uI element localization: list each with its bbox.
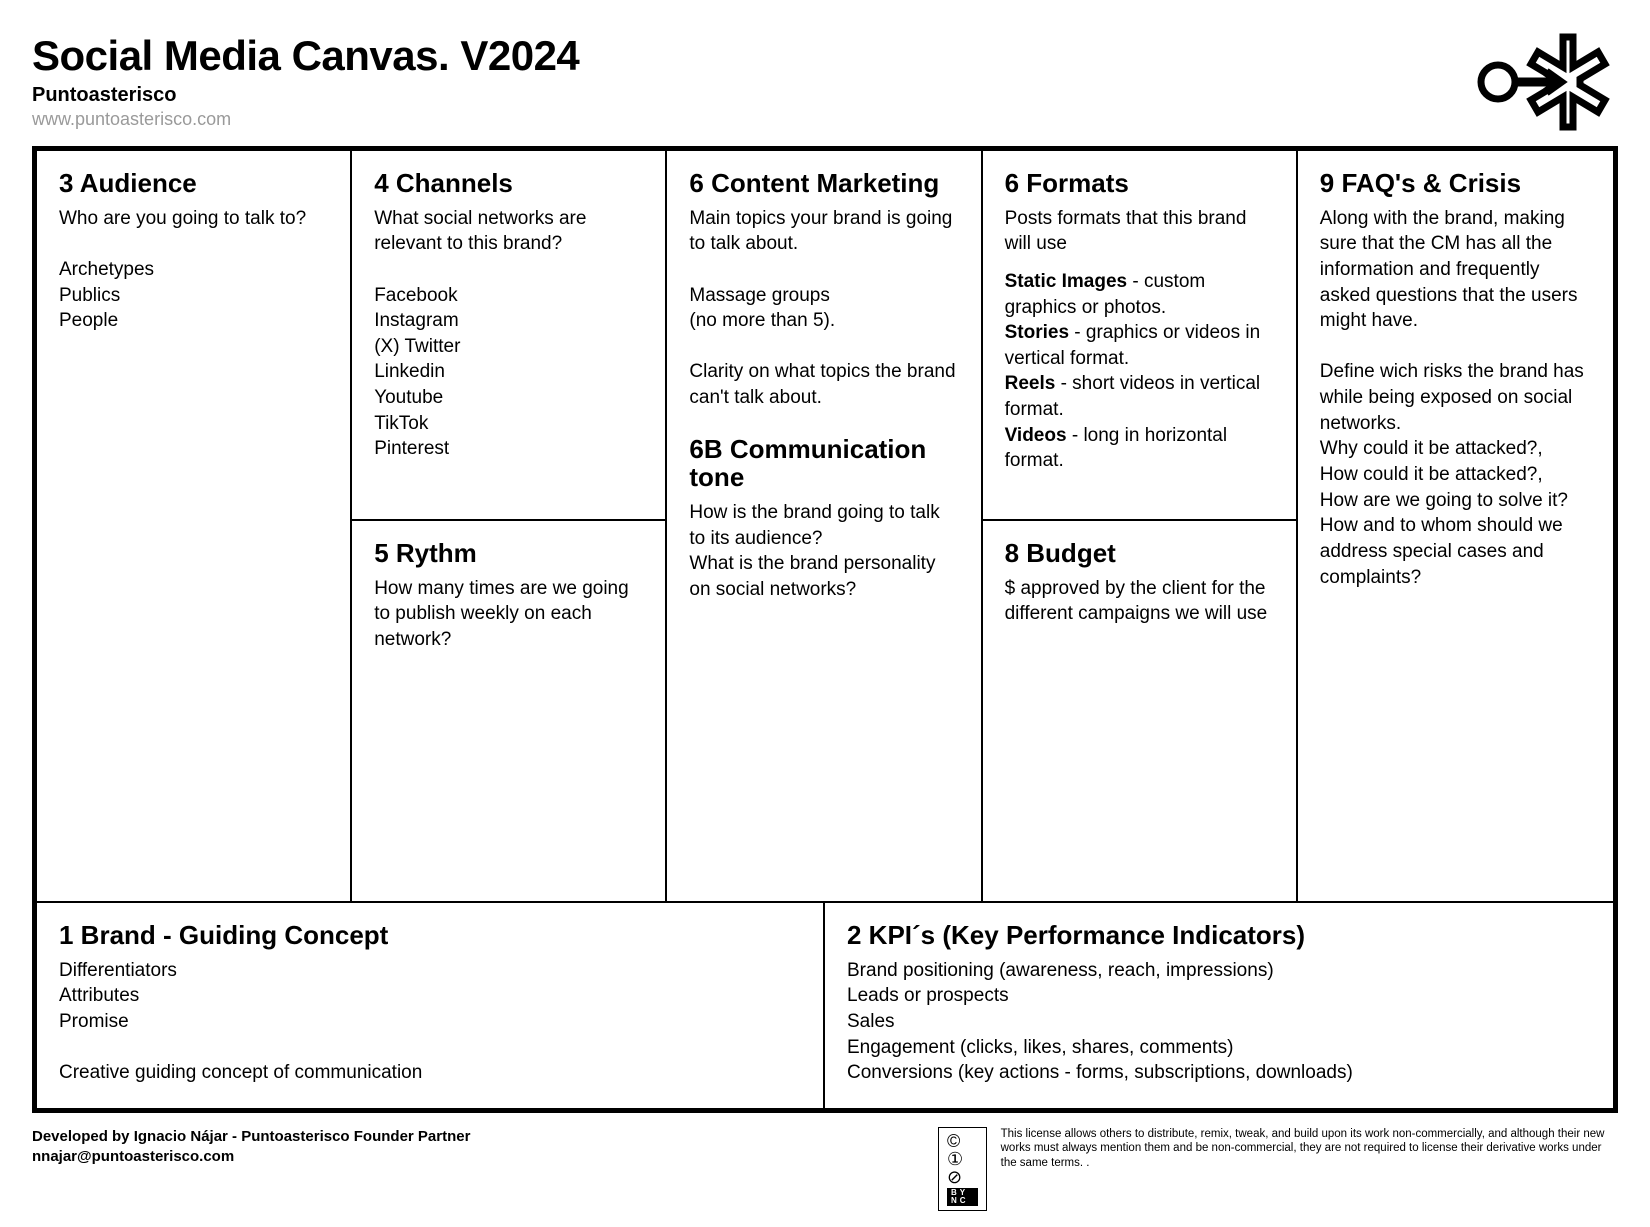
kpi-body: Brand positioning (awareness, reach, imp… xyxy=(847,958,1591,1086)
format-item: Reels - short videos in vertical format. xyxy=(1005,371,1276,422)
cell-formats: 6 Formats Posts formats that this brand … xyxy=(983,151,1296,521)
budget-title: 8 Budget xyxy=(1005,539,1276,568)
col-formats-budget: 6 Formats Posts formats that this brand … xyxy=(983,151,1298,901)
col-content-tone: 6 Content Marketing Main topics your bra… xyxy=(667,151,982,901)
website-url: www.puntoasterisco.com xyxy=(32,109,579,130)
faq-title: 9 FAQ's & Crisis xyxy=(1320,169,1593,198)
footer-license: © ① ⊘ BY NC This license allows others t… xyxy=(938,1127,1618,1211)
format-item: Stories - graphics or videos in vertical… xyxy=(1005,320,1276,371)
cell-faq: 9 FAQ's & Crisis Along with the brand, m… xyxy=(1298,151,1613,608)
footer: Developed by Ignacio Nájar - Puntoasteri… xyxy=(32,1127,1618,1211)
license-text: This license allows others to distribute… xyxy=(1001,1127,1618,1170)
cell-content-tone: 6 Content Marketing Main topics your bra… xyxy=(667,151,980,620)
formats-title: 6 Formats xyxy=(1005,169,1276,198)
audience-body: Who are you going to talk to? Archetypes… xyxy=(59,206,330,334)
cc-icons: © ① ⊘ xyxy=(947,1132,978,1186)
format-item: Videos - long in horizontal format. xyxy=(1005,423,1276,474)
tone-body: How is the brand going to talk to its au… xyxy=(689,500,960,603)
cell-kpi: 2 KPI´s (Key Performance Indicators) Bra… xyxy=(825,903,1613,1108)
content-title: 6 Content Marketing xyxy=(689,169,960,198)
formats-intro: Posts formats that this brand will use xyxy=(1005,206,1276,257)
top-row: 3 Audience Who are you going to talk to?… xyxy=(37,151,1613,901)
audience-title: 3 Audience xyxy=(59,169,330,198)
canvas-grid: 3 Audience Who are you going to talk to?… xyxy=(32,146,1618,1113)
subtitle: Puntoasterisco xyxy=(32,84,579,107)
format-item: Static Images - custom graphics or photo… xyxy=(1005,269,1276,320)
cell-audience: 3 Audience Who are you going to talk to?… xyxy=(37,151,350,352)
col-channels-rythm: 4 Channels What social networks are rele… xyxy=(352,151,667,901)
footer-credits: Developed by Ignacio Nájar - Puntoasteri… xyxy=(32,1127,470,1168)
col-audience: 3 Audience Who are you going to talk to?… xyxy=(37,151,352,901)
cell-rythm: 5 Rythm How many times are we going to p… xyxy=(352,521,665,901)
brand-title: 1 Brand - Guiding Concept xyxy=(59,921,801,950)
rythm-body: How many times are we going to publish w… xyxy=(374,576,645,653)
brand-body: Differentiators Attributes Promise Creat… xyxy=(59,958,801,1086)
tone-title: 6B Communication tone xyxy=(689,435,960,492)
faq-body: Along with the brand, making sure that t… xyxy=(1320,206,1593,591)
col-faq: 9 FAQ's & Crisis Along with the brand, m… xyxy=(1298,151,1613,901)
page-title: Social Media Canvas. V2024 xyxy=(32,32,579,80)
cc-badge-icon: © ① ⊘ BY NC xyxy=(938,1127,987,1211)
kpi-title: 2 KPI´s (Key Performance Indicators) xyxy=(847,921,1591,950)
cell-budget: 8 Budget $ approved by the client for th… xyxy=(983,521,1296,901)
contact-email: nnajar@puntoasterisco.com xyxy=(32,1147,470,1167)
channels-title: 4 Channels xyxy=(374,169,645,198)
bottom-row: 1 Brand - Guiding Concept Differentiator… xyxy=(37,901,1613,1108)
rythm-title: 5 Rythm xyxy=(374,539,645,568)
channels-body: What social networks are relevant to thi… xyxy=(374,206,645,462)
budget-body: $ approved by the client for the differe… xyxy=(1005,576,1276,627)
formats-list: Static Images - custom graphics or photo… xyxy=(1005,269,1276,474)
title-block: Social Media Canvas. V2024 Puntoasterisc… xyxy=(32,32,579,130)
developed-by: Developed by Ignacio Nájar - Puntoasteri… xyxy=(32,1127,470,1147)
cell-channels: 4 Channels What social networks are rele… xyxy=(352,151,665,521)
content-body: Main topics your brand is going to talk … xyxy=(689,206,960,411)
cc-sub: BY NC xyxy=(947,1188,978,1206)
asterisk-logo-icon xyxy=(1468,32,1618,132)
cell-brand: 1 Brand - Guiding Concept Differentiator… xyxy=(37,903,825,1108)
header: Social Media Canvas. V2024 Puntoasterisc… xyxy=(32,32,1618,132)
